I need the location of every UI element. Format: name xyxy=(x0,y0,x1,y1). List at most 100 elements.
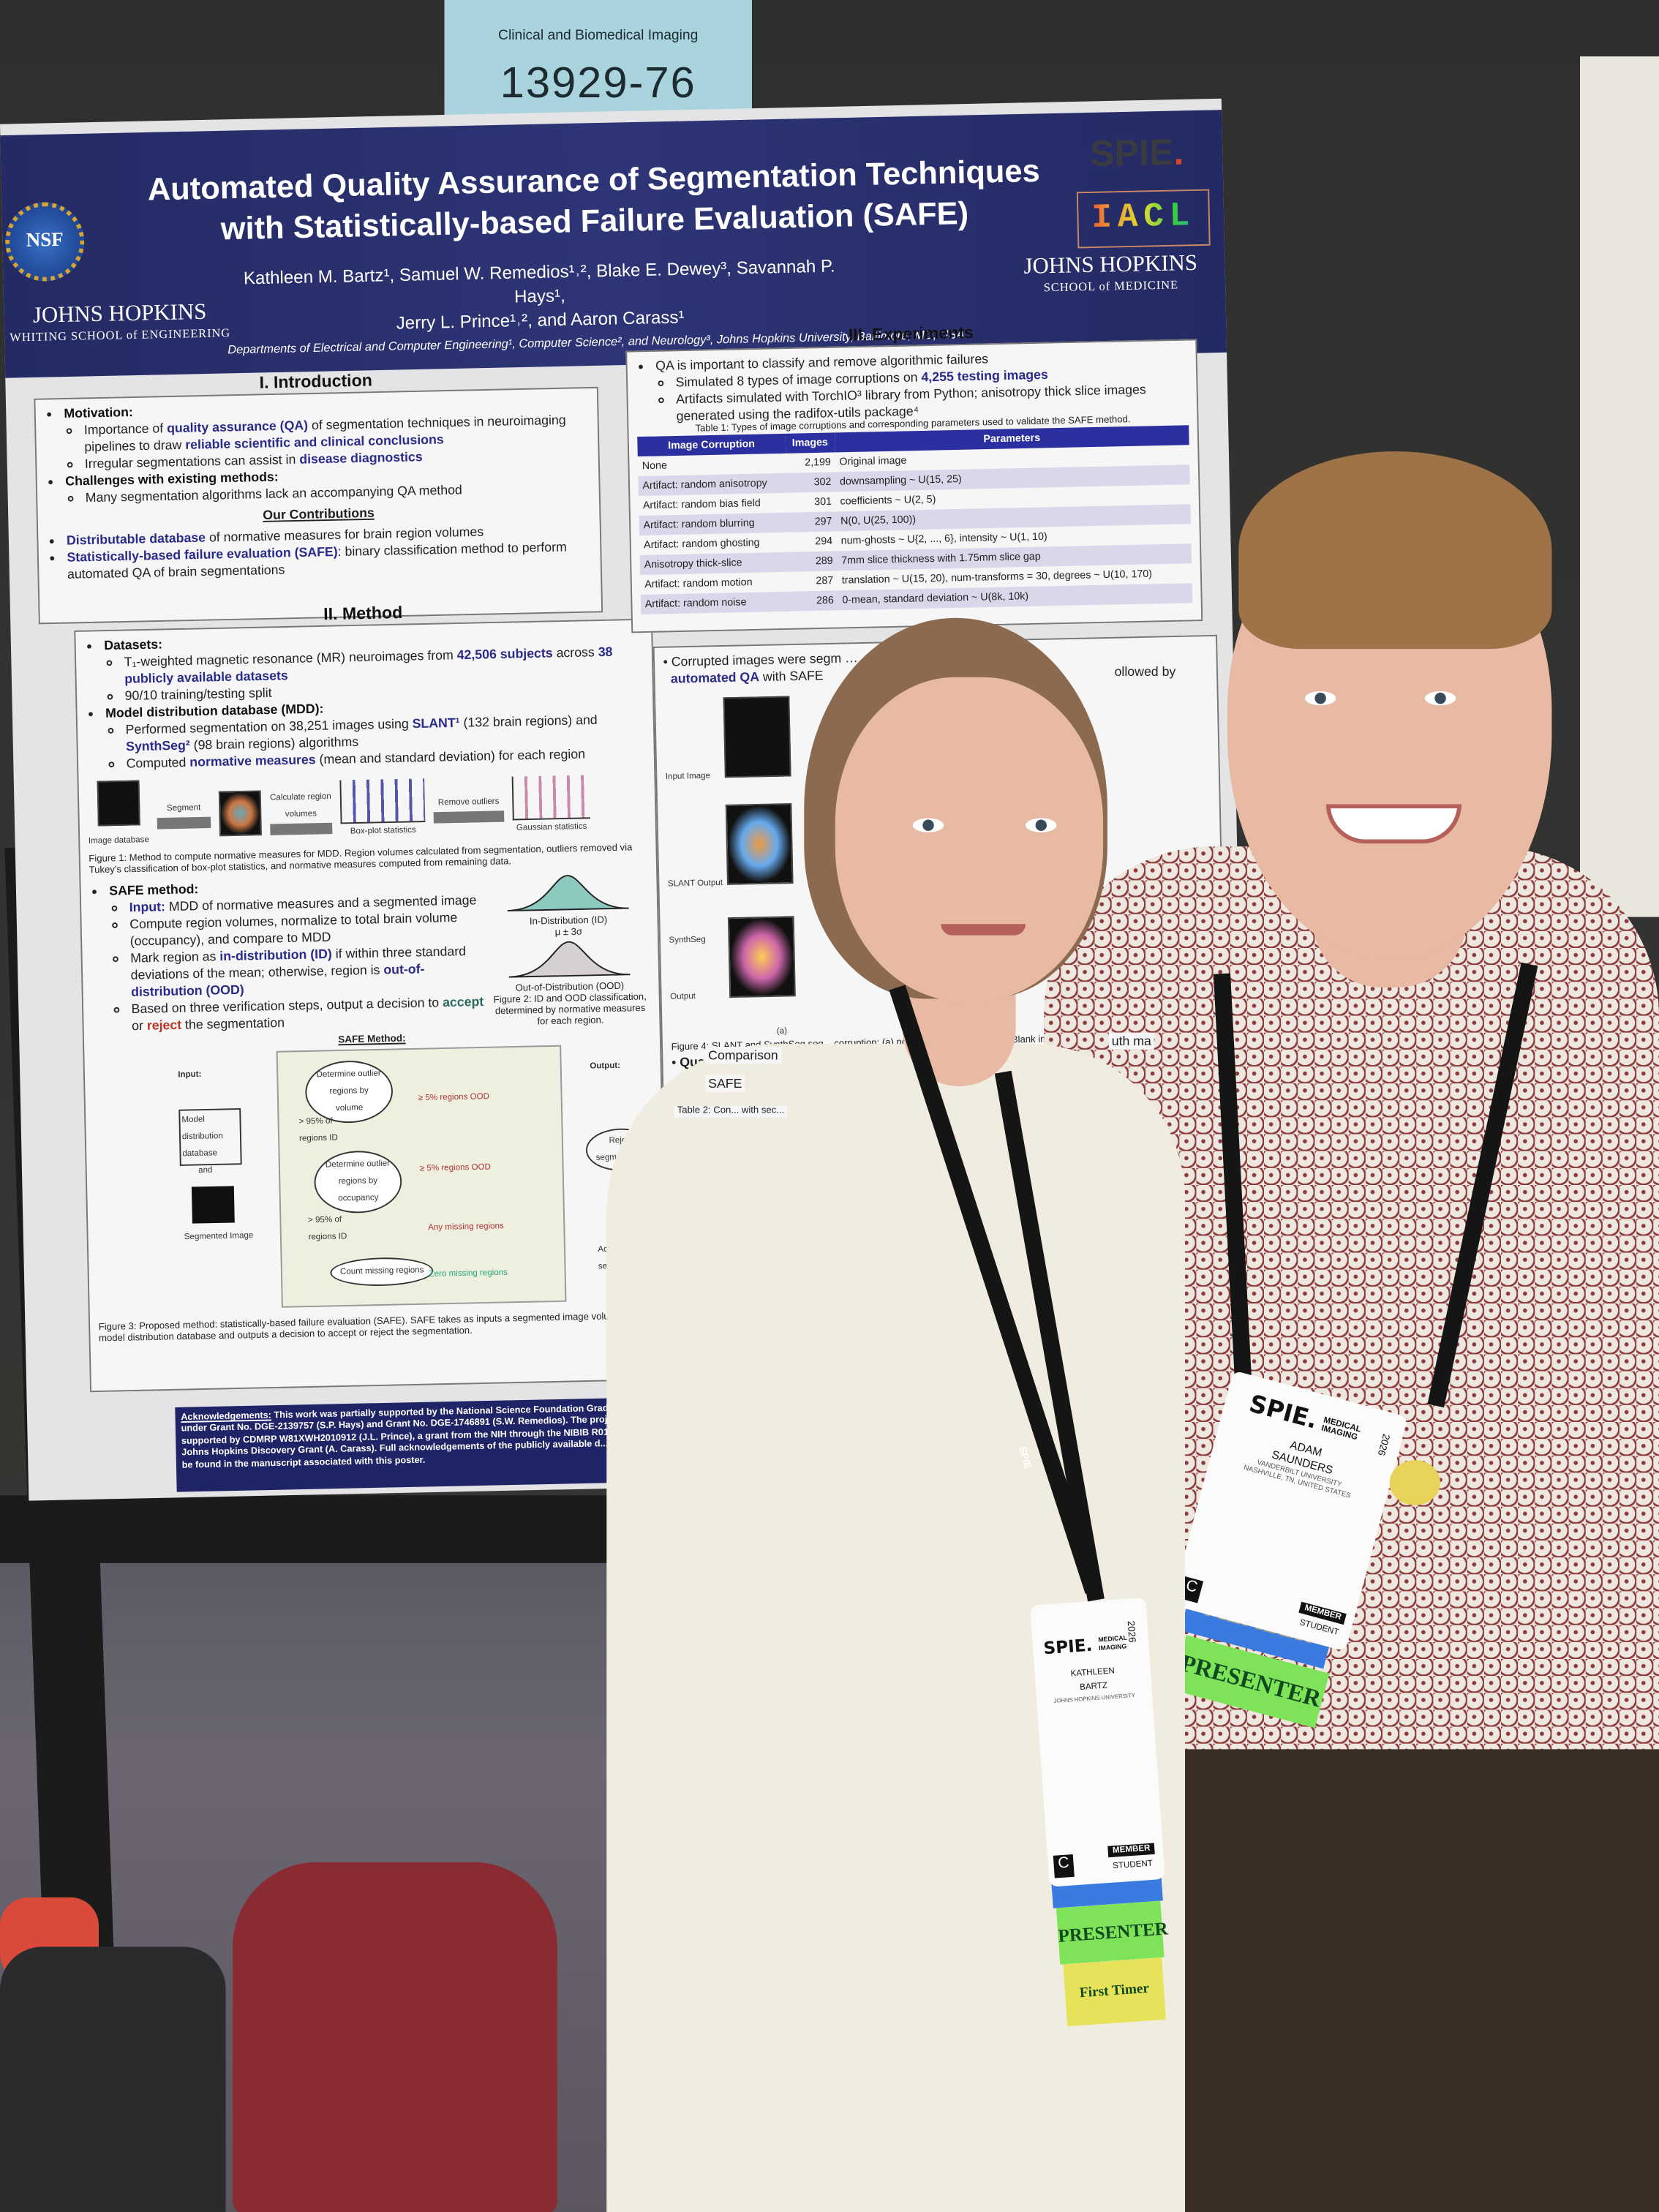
table-cell: Artifact: random noise xyxy=(640,591,789,615)
flow-ood1: ≥ 5% regions OOD xyxy=(418,1093,490,1104)
badge-year: 2026 xyxy=(1125,1620,1137,1644)
method-section: Datasets: T₁-weighted magnetic resonance… xyxy=(74,618,669,1393)
safe-heading: SAFE method: xyxy=(109,881,199,898)
table-cell: 289 xyxy=(787,551,838,572)
spie-logo: SPIE. xyxy=(1089,130,1184,175)
table-cell: 2,199 xyxy=(804,455,832,469)
flow-and: and xyxy=(198,1166,213,1175)
experiments-section: QA is important to classify and remove a… xyxy=(625,339,1203,633)
flow-mdd-box: Model distribution database xyxy=(178,1108,242,1166)
table-header: Images xyxy=(785,432,835,454)
logo-text: SPIE xyxy=(1089,130,1174,175)
flow-segimg-label: Segmented Image xyxy=(184,1232,254,1242)
fig4-row-label: SLANT Output xyxy=(667,879,723,889)
flow-ood2: ≥ 5% regions OOD xyxy=(419,1163,492,1174)
arrow-icon xyxy=(157,816,211,829)
table-cell: Artifact: random anisotropy xyxy=(638,473,787,497)
table-cell: 294 xyxy=(815,534,833,548)
table-cell: Artifact: random motion xyxy=(644,575,753,591)
fig4-intro-fragment: ollowed by xyxy=(1111,663,1179,680)
table-cell: Anisotropy thick-slice xyxy=(639,552,789,576)
fig4-row-label: SynthSeg Output xyxy=(669,936,706,1002)
table-cell: 286 xyxy=(788,590,838,612)
jhu-engineering-logo: JOHNS HOPKINS WHITING SCHOOL of ENGINEER… xyxy=(7,300,233,345)
segmented-brain-image xyxy=(191,1186,235,1224)
table-cell: 302 xyxy=(786,472,836,493)
badge-event: MEDICAL IMAGING xyxy=(1320,1416,1362,1443)
figure-1: Image database Segment Calculate region … xyxy=(87,770,647,850)
table-cell: Artifact: random blurring xyxy=(639,512,788,536)
woman-conference-badge: SPIE. MEDICAL IMAGING 2026 KATHLEEN BARTZ… xyxy=(1030,1597,1165,1887)
segmentation-stack-image xyxy=(218,789,262,836)
figure-2-caption: Figure 2: ID and OOD classification, det… xyxy=(493,992,647,1028)
qualitative-eval-fragment: uth ma xyxy=(1108,1032,1154,1050)
flow-missing: Any missing regions xyxy=(428,1222,504,1233)
badge-brand: SPIE. xyxy=(1042,1635,1094,1659)
nsf-logo: NSF xyxy=(4,201,86,282)
boxplot-graphic xyxy=(339,778,426,824)
bullet: Based on three verification steps, outpu… xyxy=(131,993,493,1034)
fig-label: Segment xyxy=(166,803,201,813)
bullet: Mark region as in-distribution (ID) if w… xyxy=(130,942,492,1001)
red-backpack xyxy=(233,1862,557,2212)
table-cell: 287 xyxy=(816,573,834,587)
poster-board-frame xyxy=(0,1495,621,1563)
id-gaussian-curve xyxy=(507,875,629,912)
qualitative-safe-fragment: SAFE xyxy=(705,1075,745,1092)
paper-id: 13929-76 xyxy=(500,58,696,108)
bullet: QA is important to classify and remove a… xyxy=(655,346,1189,425)
flow-cond2: > 95% of regions ID xyxy=(307,1216,347,1243)
logo-text: JOHNS HOPKINS xyxy=(1023,251,1198,279)
man-trousers xyxy=(1170,1693,1659,2212)
fig-label: Gaussian statistics xyxy=(516,823,587,833)
woman-presenter-ribbon: PRESENTER xyxy=(1056,1900,1169,1965)
synthseg-image xyxy=(727,916,796,998)
jhu-medicine-logo: JOHNS HOPKINS SCHOOL of MEDICINE xyxy=(1004,251,1216,295)
motivation-heading: Motivation: xyxy=(64,405,134,421)
table-cell: Artifact: random ghosting xyxy=(643,535,760,552)
session-track: Clinical and Biomedical Imaging xyxy=(498,28,699,44)
corruption-table: Image Corruption Images Parameters None 2,1… xyxy=(637,425,1193,615)
woman-face xyxy=(835,677,1104,1002)
black-backpack xyxy=(0,1946,226,2212)
flow-cond1: > 95% of regions ID xyxy=(298,1117,338,1144)
safe-flowchart: Input: Model distribution database and S… xyxy=(93,1043,657,1323)
mri-image xyxy=(722,696,791,778)
fig-label: Calculate region volumes xyxy=(269,792,331,819)
fig4-row-label: Input Image xyxy=(665,772,711,782)
ack-label: Acknowledgements: xyxy=(181,1410,272,1423)
neighbor-poster xyxy=(1579,56,1659,917)
fig-label: Box-plot statistics xyxy=(350,827,416,837)
badge-member: MEMBER xyxy=(1107,1843,1155,1858)
table-cell: 301 xyxy=(813,494,832,508)
arrow-icon xyxy=(270,821,333,835)
acknowledgements-band: Acknowledgements: This work was partiall… xyxy=(175,1397,643,1492)
ood-gaussian-curve xyxy=(508,941,631,978)
qualitative-comparison-fragment: Comparison xyxy=(705,1046,781,1064)
fig-label: Image database xyxy=(88,836,149,846)
flow-input-label: Input: xyxy=(178,1071,202,1080)
figure-2: In-Distribution (ID) μ ± 3σ Out-of-Distr… xyxy=(490,871,649,1030)
yellow-crochet-charm xyxy=(1389,1460,1441,1505)
table-cell: None xyxy=(642,459,668,473)
introduction-section: Motivation: Importance of quality assura… xyxy=(34,386,603,625)
table-cell: 297 xyxy=(786,511,837,533)
datasets-heading: Datasets: xyxy=(104,637,163,653)
mri-stack-image xyxy=(96,780,140,827)
table-2-caption: Table 2: Con... with sec... xyxy=(674,1105,788,1118)
table-header: Image Corruption xyxy=(637,433,786,457)
fig-label: Remove outliers xyxy=(437,797,500,808)
badge-type: STUDENT xyxy=(1112,1859,1154,1872)
research-poster: NSF JOHNS HOPKINS WHITING SCHOOL of ENGI… xyxy=(0,98,1251,1501)
flow-output-label: Output: xyxy=(590,1062,621,1072)
woman-first-timer-ribbon: First Timer xyxy=(1063,1957,1166,2027)
gaussian-graphic xyxy=(511,775,590,821)
badge-category: C xyxy=(1053,1854,1075,1878)
iacl-logo: IACL xyxy=(1076,189,1211,249)
arrow-icon xyxy=(433,810,505,823)
slant-image xyxy=(725,803,793,885)
table-cell: Artifact: random bias field xyxy=(642,496,761,512)
flow-zero: Zero missing regions xyxy=(429,1269,508,1279)
man-hair xyxy=(1238,451,1552,650)
